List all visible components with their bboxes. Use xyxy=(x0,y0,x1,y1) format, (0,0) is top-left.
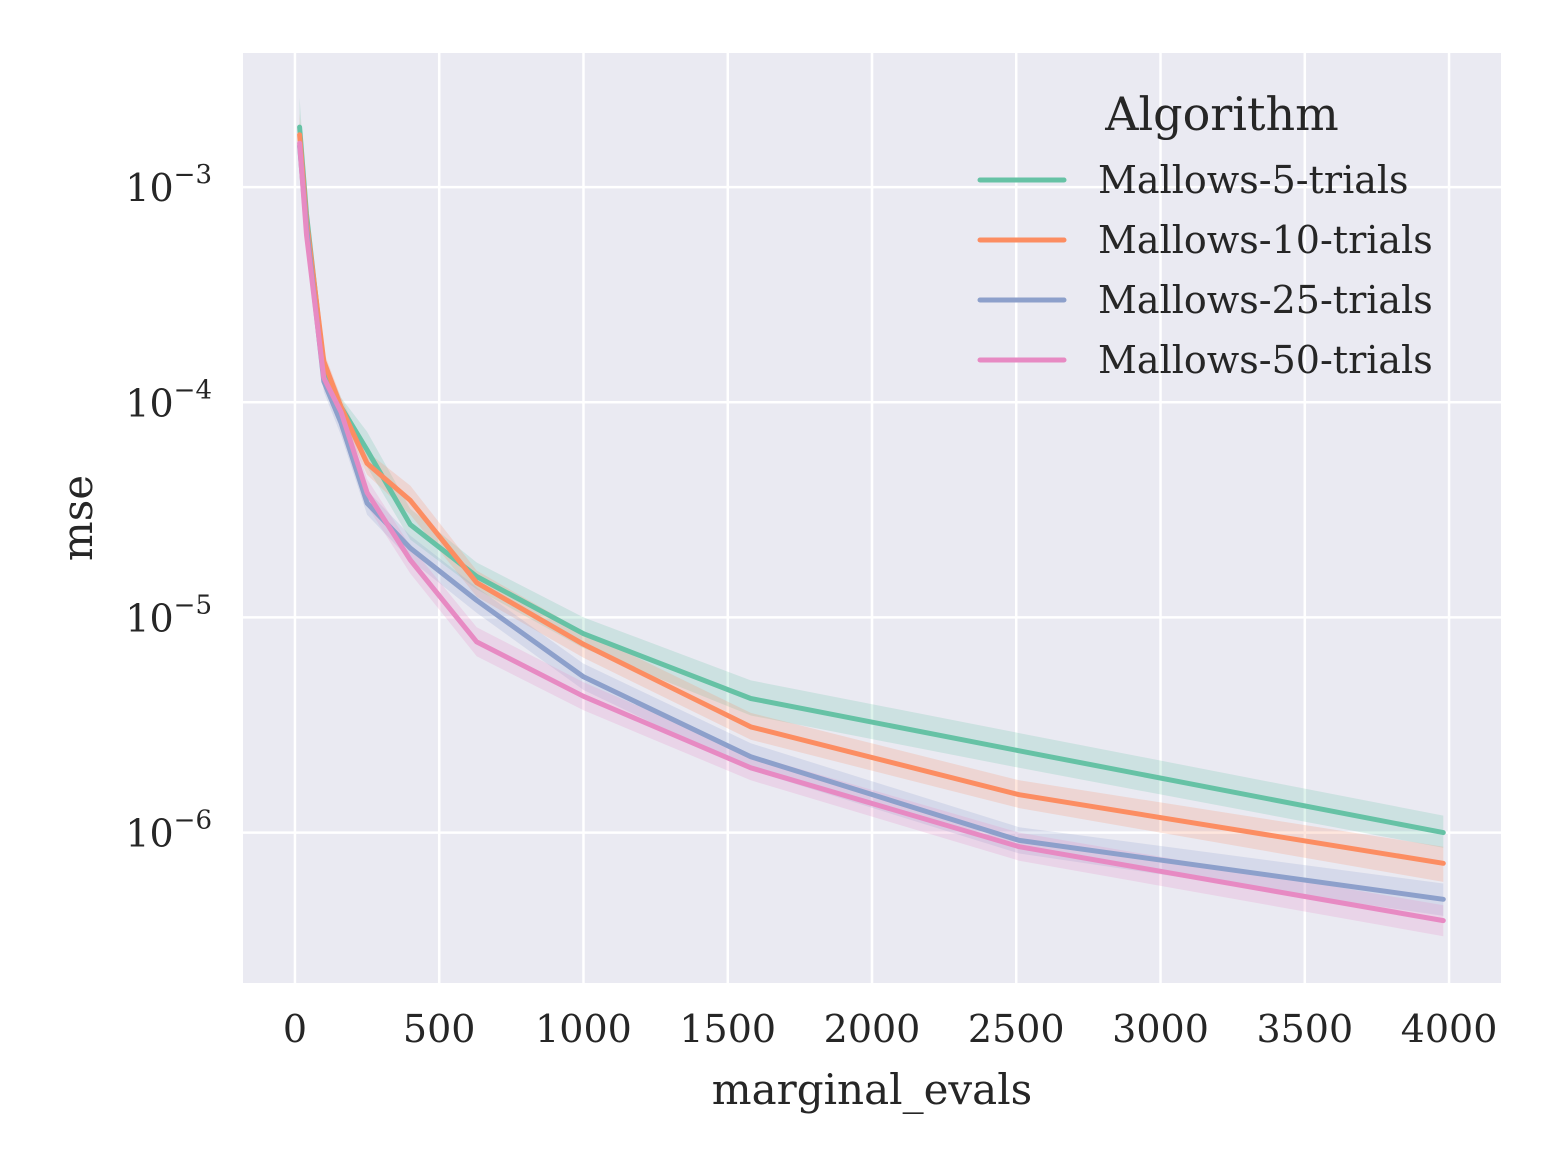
x-tick-label: 3000 xyxy=(1112,1007,1209,1051)
legend-label-1: Mallows-5-trials xyxy=(1098,158,1409,202)
y-tick-label: 10−3 xyxy=(125,160,212,210)
x-tick-label: 1000 xyxy=(535,1007,632,1051)
x-tick-label: 2000 xyxy=(824,1007,921,1051)
y-tick-label: 10−5 xyxy=(125,590,212,640)
x-tick-label: 4000 xyxy=(1401,1007,1498,1051)
x-tick-label: 1500 xyxy=(679,1007,776,1051)
legend-label-3: Mallows-25-trials xyxy=(1098,278,1433,322)
x-axis-ticks: 0 500 1000 1500 2000 2500 3000 3500 4000 xyxy=(283,1007,1498,1051)
series-line-4 xyxy=(297,140,1446,924)
x-axis-title: marginal_evals xyxy=(712,1065,1032,1114)
x-tick-label: 500 xyxy=(403,1007,476,1051)
y-axis-ticks: 10−6 10−5 10−4 10−3 xyxy=(125,160,212,856)
y-tick-label: 10−6 xyxy=(125,806,212,856)
legend-label-4: Mallows-50-trials xyxy=(1098,338,1433,382)
x-tick-label: 2500 xyxy=(968,1007,1065,1051)
series-lines xyxy=(297,124,1446,924)
legend-label-2: Mallows-10-trials xyxy=(1098,218,1433,262)
legend-title: Algorithm xyxy=(1104,87,1339,141)
y-tick-label: 10−4 xyxy=(125,375,212,425)
x-tick-label: 0 xyxy=(283,1007,307,1051)
x-tick-label: 3500 xyxy=(1256,1007,1353,1051)
gridlines xyxy=(243,53,1501,983)
legend: Algorithm Mallows-5-trials Mallows-10-tri… xyxy=(977,87,1433,382)
y-axis-title: mse xyxy=(53,475,102,561)
